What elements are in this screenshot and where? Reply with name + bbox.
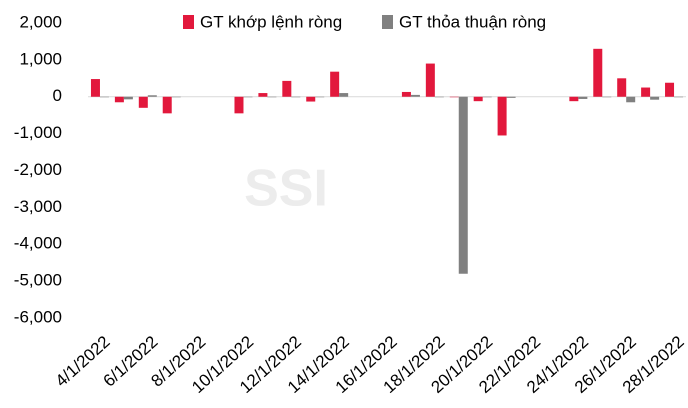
bar [593,48,603,97]
bar [234,96,244,114]
bar [306,96,316,102]
bar [449,96,459,98]
bar [506,96,516,98]
bar [90,79,100,97]
y-tick-label: -4,000 [14,234,62,253]
bar [339,93,349,97]
y-tick-label: 1,000 [19,49,62,68]
y-tick-label: 0 [53,86,62,105]
bar [425,63,435,97]
bar [315,96,325,98]
bar [497,96,507,136]
y-tick-label: 2,000 [19,12,62,31]
y-tick-label: -3,000 [14,197,62,216]
watermark: SSI [244,160,328,218]
bar [434,96,444,98]
bar [674,96,684,98]
bar [458,96,468,274]
y-tick-label: -5,000 [14,271,62,290]
bar [114,96,124,103]
bar [99,96,109,98]
bar [602,96,612,98]
legend-label: GT khớp lệnh ròng [200,12,342,31]
bar [330,71,340,97]
bar [626,96,636,103]
bar [171,96,181,98]
bar [410,94,420,97]
bar [578,96,588,99]
bar [147,95,157,97]
legend-swatch [183,15,194,29]
bar [162,96,172,114]
bar [665,82,675,97]
bar [473,96,483,102]
bar [401,91,411,97]
bar [291,96,301,98]
bar [650,96,660,100]
legend-swatch [382,15,393,29]
bar [258,93,268,97]
bar [282,80,292,97]
bar [569,96,579,102]
y-tick-label: -6,000 [14,307,62,326]
bar [138,96,148,108]
bar [482,96,492,98]
y-tick-label: -2,000 [14,160,62,179]
bar [617,78,627,97]
y-tick-label: -1,000 [14,123,62,142]
legend-label: GT thỏa thuận ròng [399,12,546,31]
bar [267,96,277,98]
bar [641,87,651,97]
bar [123,96,133,100]
bar [243,96,253,98]
